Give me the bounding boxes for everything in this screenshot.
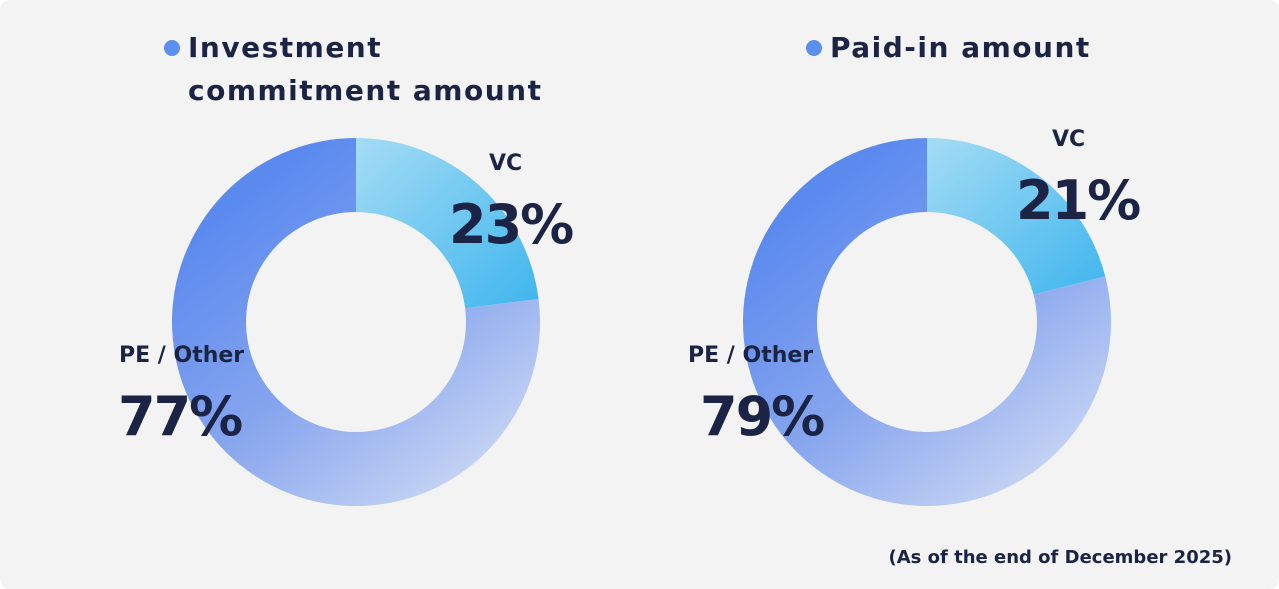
chart-title-commitment: Investment commitment amount bbox=[188, 26, 542, 112]
legend-dot-icon bbox=[164, 40, 180, 56]
donut-slice-vc bbox=[356, 138, 539, 309]
slice-label-pe-other: PE / Other bbox=[119, 343, 245, 368]
slice-value-vc: 21% bbox=[1016, 169, 1141, 232]
slice-label-pe-other: PE / Other bbox=[688, 343, 814, 368]
slice-value-vc: 23% bbox=[449, 193, 574, 256]
slice-label-vc: VC bbox=[1052, 127, 1086, 152]
slice-value-pe-other: 79% bbox=[700, 385, 825, 448]
chart-title-line: commitment amount bbox=[188, 74, 543, 107]
chart-title-line: Paid-in amount bbox=[830, 31, 1091, 64]
donut-slice-pe-other bbox=[743, 138, 1112, 506]
slice-label-vc: VC bbox=[489, 151, 523, 176]
donut-slice-vc bbox=[927, 138, 1106, 295]
chart-title-line: Investment bbox=[188, 31, 383, 64]
footnote: (As of the end of December 2025) bbox=[888, 547, 1232, 568]
donut-slice-pe-other bbox=[172, 138, 541, 506]
slice-value-pe-other: 77% bbox=[118, 385, 243, 448]
chart-title-paid-in: Paid-in amount bbox=[830, 26, 1091, 69]
legend-dot-icon bbox=[806, 40, 822, 56]
